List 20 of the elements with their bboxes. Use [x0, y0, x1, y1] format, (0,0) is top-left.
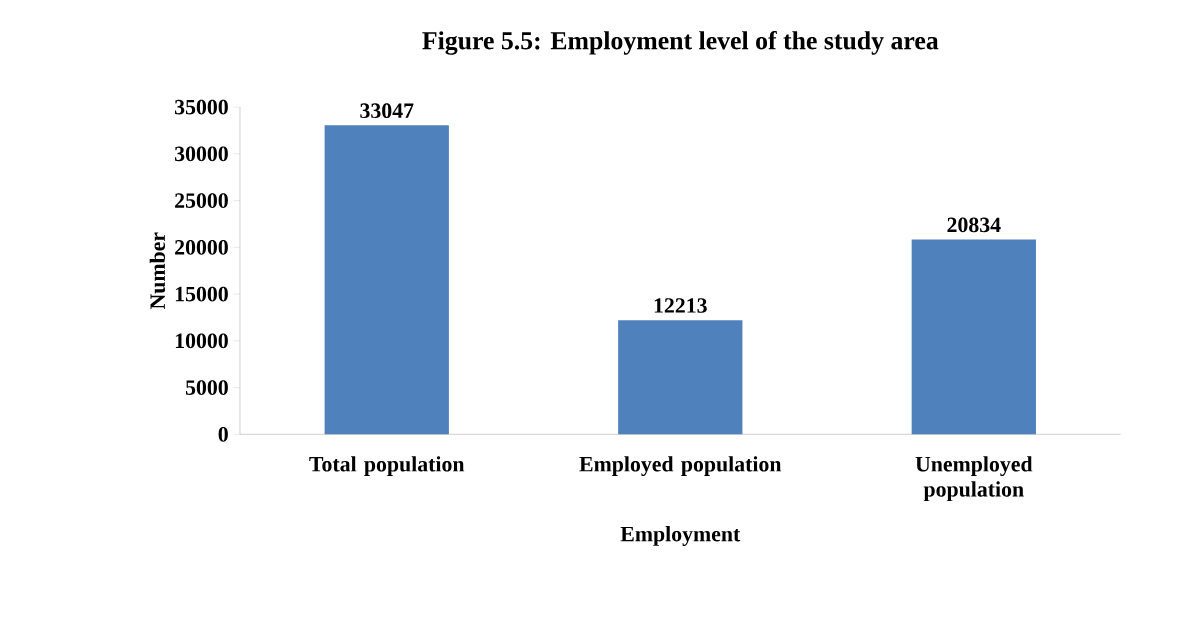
data-label: 12213 — [654, 298, 707, 313]
y-tick-label: 5000 — [185, 380, 228, 396]
y-tick-label: 35000 — [174, 99, 228, 115]
x-tick-label: Unemployed population — [915, 456, 1033, 502]
y-tick-label: 15000 — [175, 286, 228, 302]
data-label: 20834 — [947, 217, 1001, 233]
x-tick-label: Total population — [309, 456, 465, 477]
y-axis-title: Number — [149, 232, 166, 310]
y-tick-label: 10000 — [175, 333, 228, 349]
x-axis-title: Employment — [620, 526, 741, 547]
bar — [618, 320, 743, 435]
y-tick-label: 0 — [218, 427, 228, 442]
bar — [324, 125, 449, 435]
y-tick-label: 25000 — [175, 193, 228, 209]
x-tick-label: Employed population — [579, 456, 782, 477]
chart-title: Figure 5.5: Employment level of the study area — [422, 31, 939, 55]
y-tick-label: 30000 — [174, 146, 228, 162]
data-label: 33047 — [360, 103, 414, 119]
y-tick-label: 20000 — [175, 240, 228, 255]
bar — [911, 239, 1036, 435]
